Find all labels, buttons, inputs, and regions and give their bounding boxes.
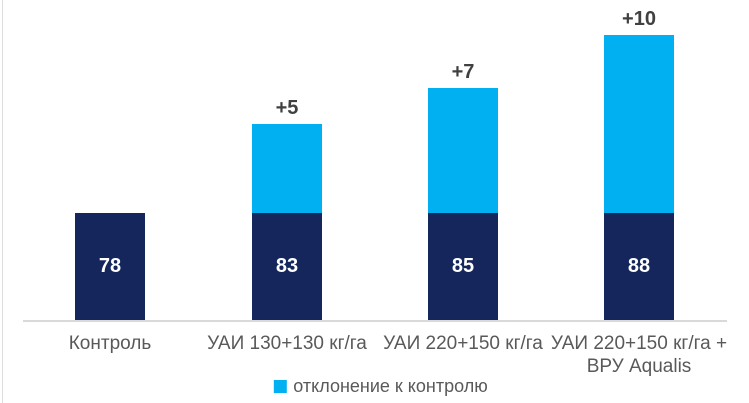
deviation-label: +7 — [451, 61, 475, 83]
x-axis-line — [23, 320, 727, 322]
category-label: Контроль — [68, 333, 152, 354]
bar-group: +10 88 — [604, 7, 674, 320]
category-label: УАИ 220+150 кг/га + ВРУ Aqualis — [550, 333, 728, 377]
category-label: УАИ 220+150 кг/га — [383, 333, 543, 354]
value-label: 85 — [451, 255, 475, 277]
deviation-label: +5 — [275, 97, 299, 119]
category-label: УАИ 130+130 кг/га — [207, 333, 367, 354]
base-segment: 85 — [428, 213, 498, 320]
legend-label: отклонение к контролю — [293, 376, 488, 396]
deviation-label: +10 — [622, 8, 656, 30]
base-segment: 78 — [75, 213, 145, 320]
bar-group: 78 — [75, 213, 145, 320]
legend: отклонение к контролю — [273, 376, 488, 397]
bar-group: +7 85 — [428, 60, 498, 320]
deviation-segment — [252, 124, 322, 213]
base-segment: 83 — [252, 213, 322, 320]
deviation-segment — [604, 35, 674, 213]
legend-swatch-icon — [273, 380, 287, 393]
bar-group: +5 83 — [252, 96, 322, 320]
value-label: 88 — [627, 255, 651, 277]
left-border-line — [2, 0, 3, 403]
value-label: 83 — [275, 255, 299, 277]
deviation-segment — [428, 88, 498, 213]
value-label: 78 — [98, 255, 122, 277]
base-segment: 88 — [604, 213, 674, 320]
